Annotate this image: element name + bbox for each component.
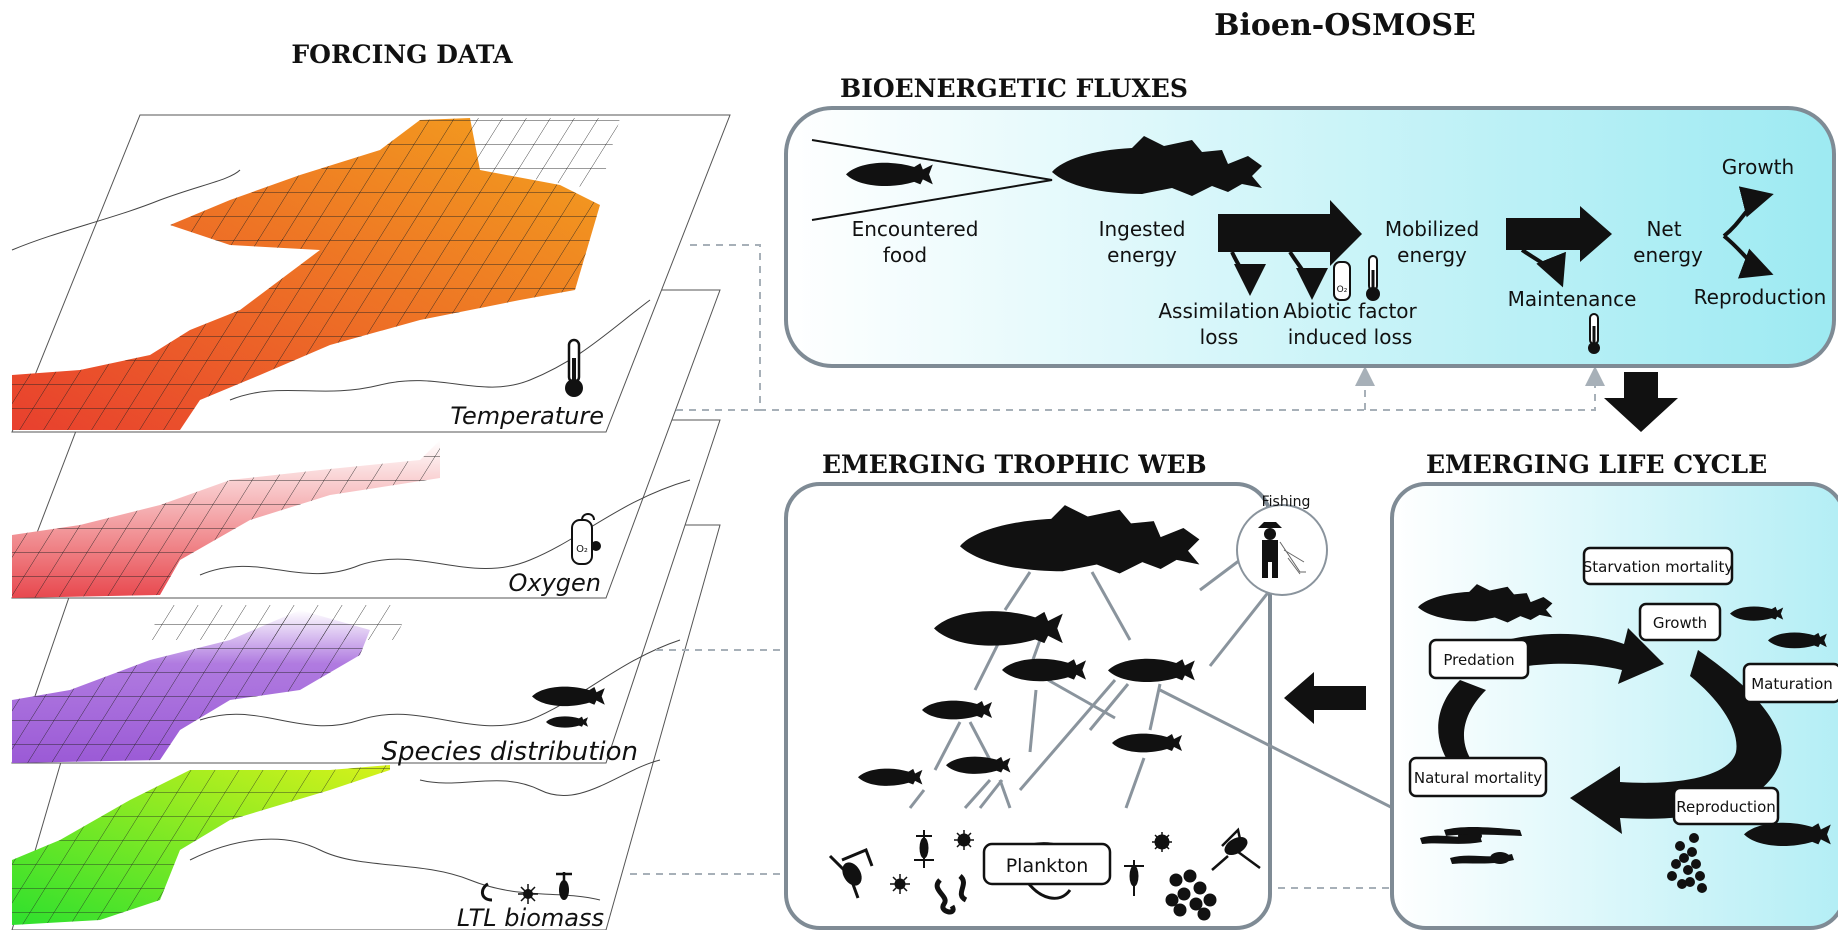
growth-label: Growth [1722, 155, 1794, 179]
lifecycle-title: EMERGING LIFE CYCLE [1426, 450, 1767, 479]
ingested-label-2: energy [1107, 243, 1177, 267]
fisherman-icon [1258, 522, 1306, 578]
mobilized-label-2: energy [1397, 243, 1467, 267]
layer-label-temperature: Temperature [450, 402, 604, 430]
maturation-label: Maturation [1751, 675, 1833, 693]
assimilation-label-2: loss [1200, 325, 1239, 349]
layer-label-oxygen: Oxygen [508, 569, 601, 597]
encountered-label-2: food [883, 243, 927, 267]
maturation-box: Maturation [1742, 662, 1838, 704]
fishing-label: Fishing [1262, 494, 1311, 510]
layer-label-ltl-biomass: LTL biomass [457, 904, 604, 930]
abiotic-thermometer-icon [1366, 255, 1380, 301]
starvation-box: Starvation mortality [1582, 546, 1734, 586]
assimilation-label-1: Assimilation [1158, 299, 1279, 323]
abiotic-label-2: induced loss [1288, 325, 1413, 349]
left-arrow [1284, 672, 1366, 724]
predation-box: Predation [1428, 638, 1530, 680]
trophic-title: EMERGING TROPHIC WEB [822, 450, 1207, 479]
bioenergetic-content: Encountered food Ingested energy O₂ Assi… [811, 136, 1827, 354]
bioenergetic-title: BIOENERGETIC FLUXES [840, 74, 1188, 103]
layer-label-species-distribution: Species distribution [382, 737, 639, 767]
forcing-layers: Temperature Oxygen Species distribution … [11, 114, 731, 930]
mobilized-label-1: Mobilized [1385, 217, 1479, 241]
larvae-icon [1420, 827, 1522, 864]
growth-box: Growth [1638, 602, 1722, 642]
plankton-box [982, 842, 1112, 886]
oxygen-tank-icon: O₂ [571, 513, 601, 565]
predation-label: Predation [1443, 651, 1514, 669]
plankton-label: Plankton [1006, 855, 1089, 877]
assimilation-arrow [1218, 200, 1362, 266]
ingested-label-1: Ingested [1099, 217, 1186, 241]
net-label-2: energy [1633, 243, 1703, 267]
down-arrow [1604, 372, 1678, 432]
abiotic-label-1: Abiotic factor [1283, 299, 1417, 323]
starvation-label: Starvation mortality [1583, 558, 1734, 576]
eggs-icon [1667, 833, 1707, 893]
lifecycle-content: Starvation mortality Growth Predation Ma… [1408, 546, 1838, 893]
svg-text:O₂: O₂ [1337, 285, 1348, 295]
trophic-web: Fishing [828, 494, 1441, 921]
layer-temperature [11, 114, 731, 433]
net-label-1: Net [1646, 217, 1681, 241]
plankton-icon [481, 872, 572, 904]
reproduction-box-label: Reproduction [1676, 798, 1776, 816]
thermometer-icon [565, 338, 583, 397]
natural-mortality-box: Natural mortality [1408, 756, 1548, 798]
abiotic-oxygen-icon: O₂ [1333, 261, 1351, 301]
fishing-circle [1236, 504, 1328, 596]
growth-box-label: Growth [1653, 614, 1707, 632]
encountered-label-1: Encountered [852, 217, 979, 241]
maintenance-arrow [1506, 206, 1612, 262]
main-title: Bioen-OSMOSE [1214, 8, 1476, 43]
maintenance-label: Maintenance [1508, 287, 1637, 311]
forcing-title: FORCING DATA [291, 40, 513, 69]
svg-text:O₂: O₂ [576, 544, 588, 555]
maintenance-thermometer-icon [1588, 313, 1600, 354]
reproduction-label: Reproduction [1694, 285, 1827, 309]
trophic-panel [784, 482, 1272, 930]
reproduction-box: Reproduction [1672, 786, 1780, 826]
natural-mortality-label: Natural mortality [1414, 769, 1542, 787]
